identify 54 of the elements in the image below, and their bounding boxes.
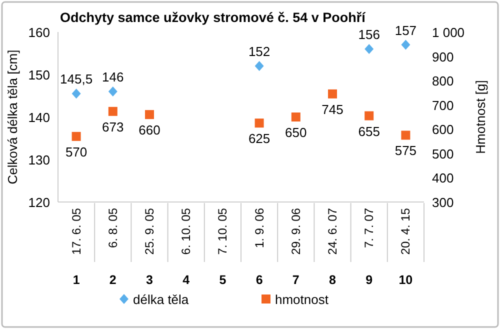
y2-tick-label: 600 <box>432 122 454 138</box>
y-axis-title: Celková délka těla [cm] <box>5 50 20 184</box>
category-label: 20. 4. 15 10 <box>398 208 413 287</box>
category-label: 7. 10. 05 5 <box>216 208 230 287</box>
y2-tick-label: 800 <box>432 74 454 89</box>
data-label: 157 <box>394 22 417 38</box>
y-tick-label: 130 <box>28 152 50 168</box>
data-label: 146 <box>102 70 124 84</box>
data-label: 570 <box>65 144 88 160</box>
point <box>401 130 410 140</box>
chart-title: Odchyty samce užovky stromové č. 54 v Poohří <box>60 10 367 25</box>
point <box>72 88 81 99</box>
data-label: 655 <box>358 124 380 139</box>
y-tick-label: 150 <box>28 68 50 82</box>
category-label: 7. 7. 07 9 <box>362 208 376 287</box>
data-label: 575 <box>394 143 417 158</box>
category-label: 25. 9. 05 3 <box>142 208 156 287</box>
category-label: 6. 8. 05 2 <box>106 208 120 287</box>
data-label: 745 <box>322 102 344 117</box>
category-label: 24. 6. 07 8 <box>326 208 340 287</box>
point <box>108 86 118 96</box>
point <box>401 40 410 50</box>
data-label: 145,5 <box>60 72 93 87</box>
point <box>72 132 81 141</box>
category-label: 6. 10. 05 4 <box>179 208 194 287</box>
y2-tick-label: 400 <box>432 170 454 186</box>
legend-label: hmotnost <box>275 292 329 307</box>
category-label: 29. 9. 06 7 <box>288 208 303 287</box>
y-tick-label: 140 <box>28 110 50 125</box>
y2-tick-label: 500 <box>432 146 454 162</box>
point <box>108 106 118 116</box>
data-label: 625 <box>248 131 270 146</box>
point <box>364 111 374 120</box>
y2-tick-label: 700 <box>432 98 454 113</box>
y-tick-label: 160 <box>28 25 50 40</box>
y-tick-label: 120 <box>28 195 50 210</box>
category-label: 1. 9. 06 6 <box>252 208 266 287</box>
data-label: 660 <box>138 122 160 138</box>
legend-label: délka těla <box>133 292 190 307</box>
category-label: 17. 6. 05 1 <box>69 208 84 287</box>
point <box>291 112 300 122</box>
point <box>364 44 374 54</box>
y2-axis-title: Hmotnost [g] <box>473 80 488 154</box>
y2-tick-label: 1 000 <box>432 25 465 40</box>
y2-tick-label: 900 <box>432 49 454 64</box>
point <box>328 89 337 98</box>
data-label: 156 <box>358 27 380 42</box>
y2-tick-label: 300 <box>432 195 454 210</box>
data-label: 650 <box>285 125 307 140</box>
point <box>254 118 264 128</box>
data-label: 152 <box>248 44 270 59</box>
point <box>254 61 264 71</box>
data-label: 673 <box>102 119 124 134</box>
point <box>145 110 154 120</box>
